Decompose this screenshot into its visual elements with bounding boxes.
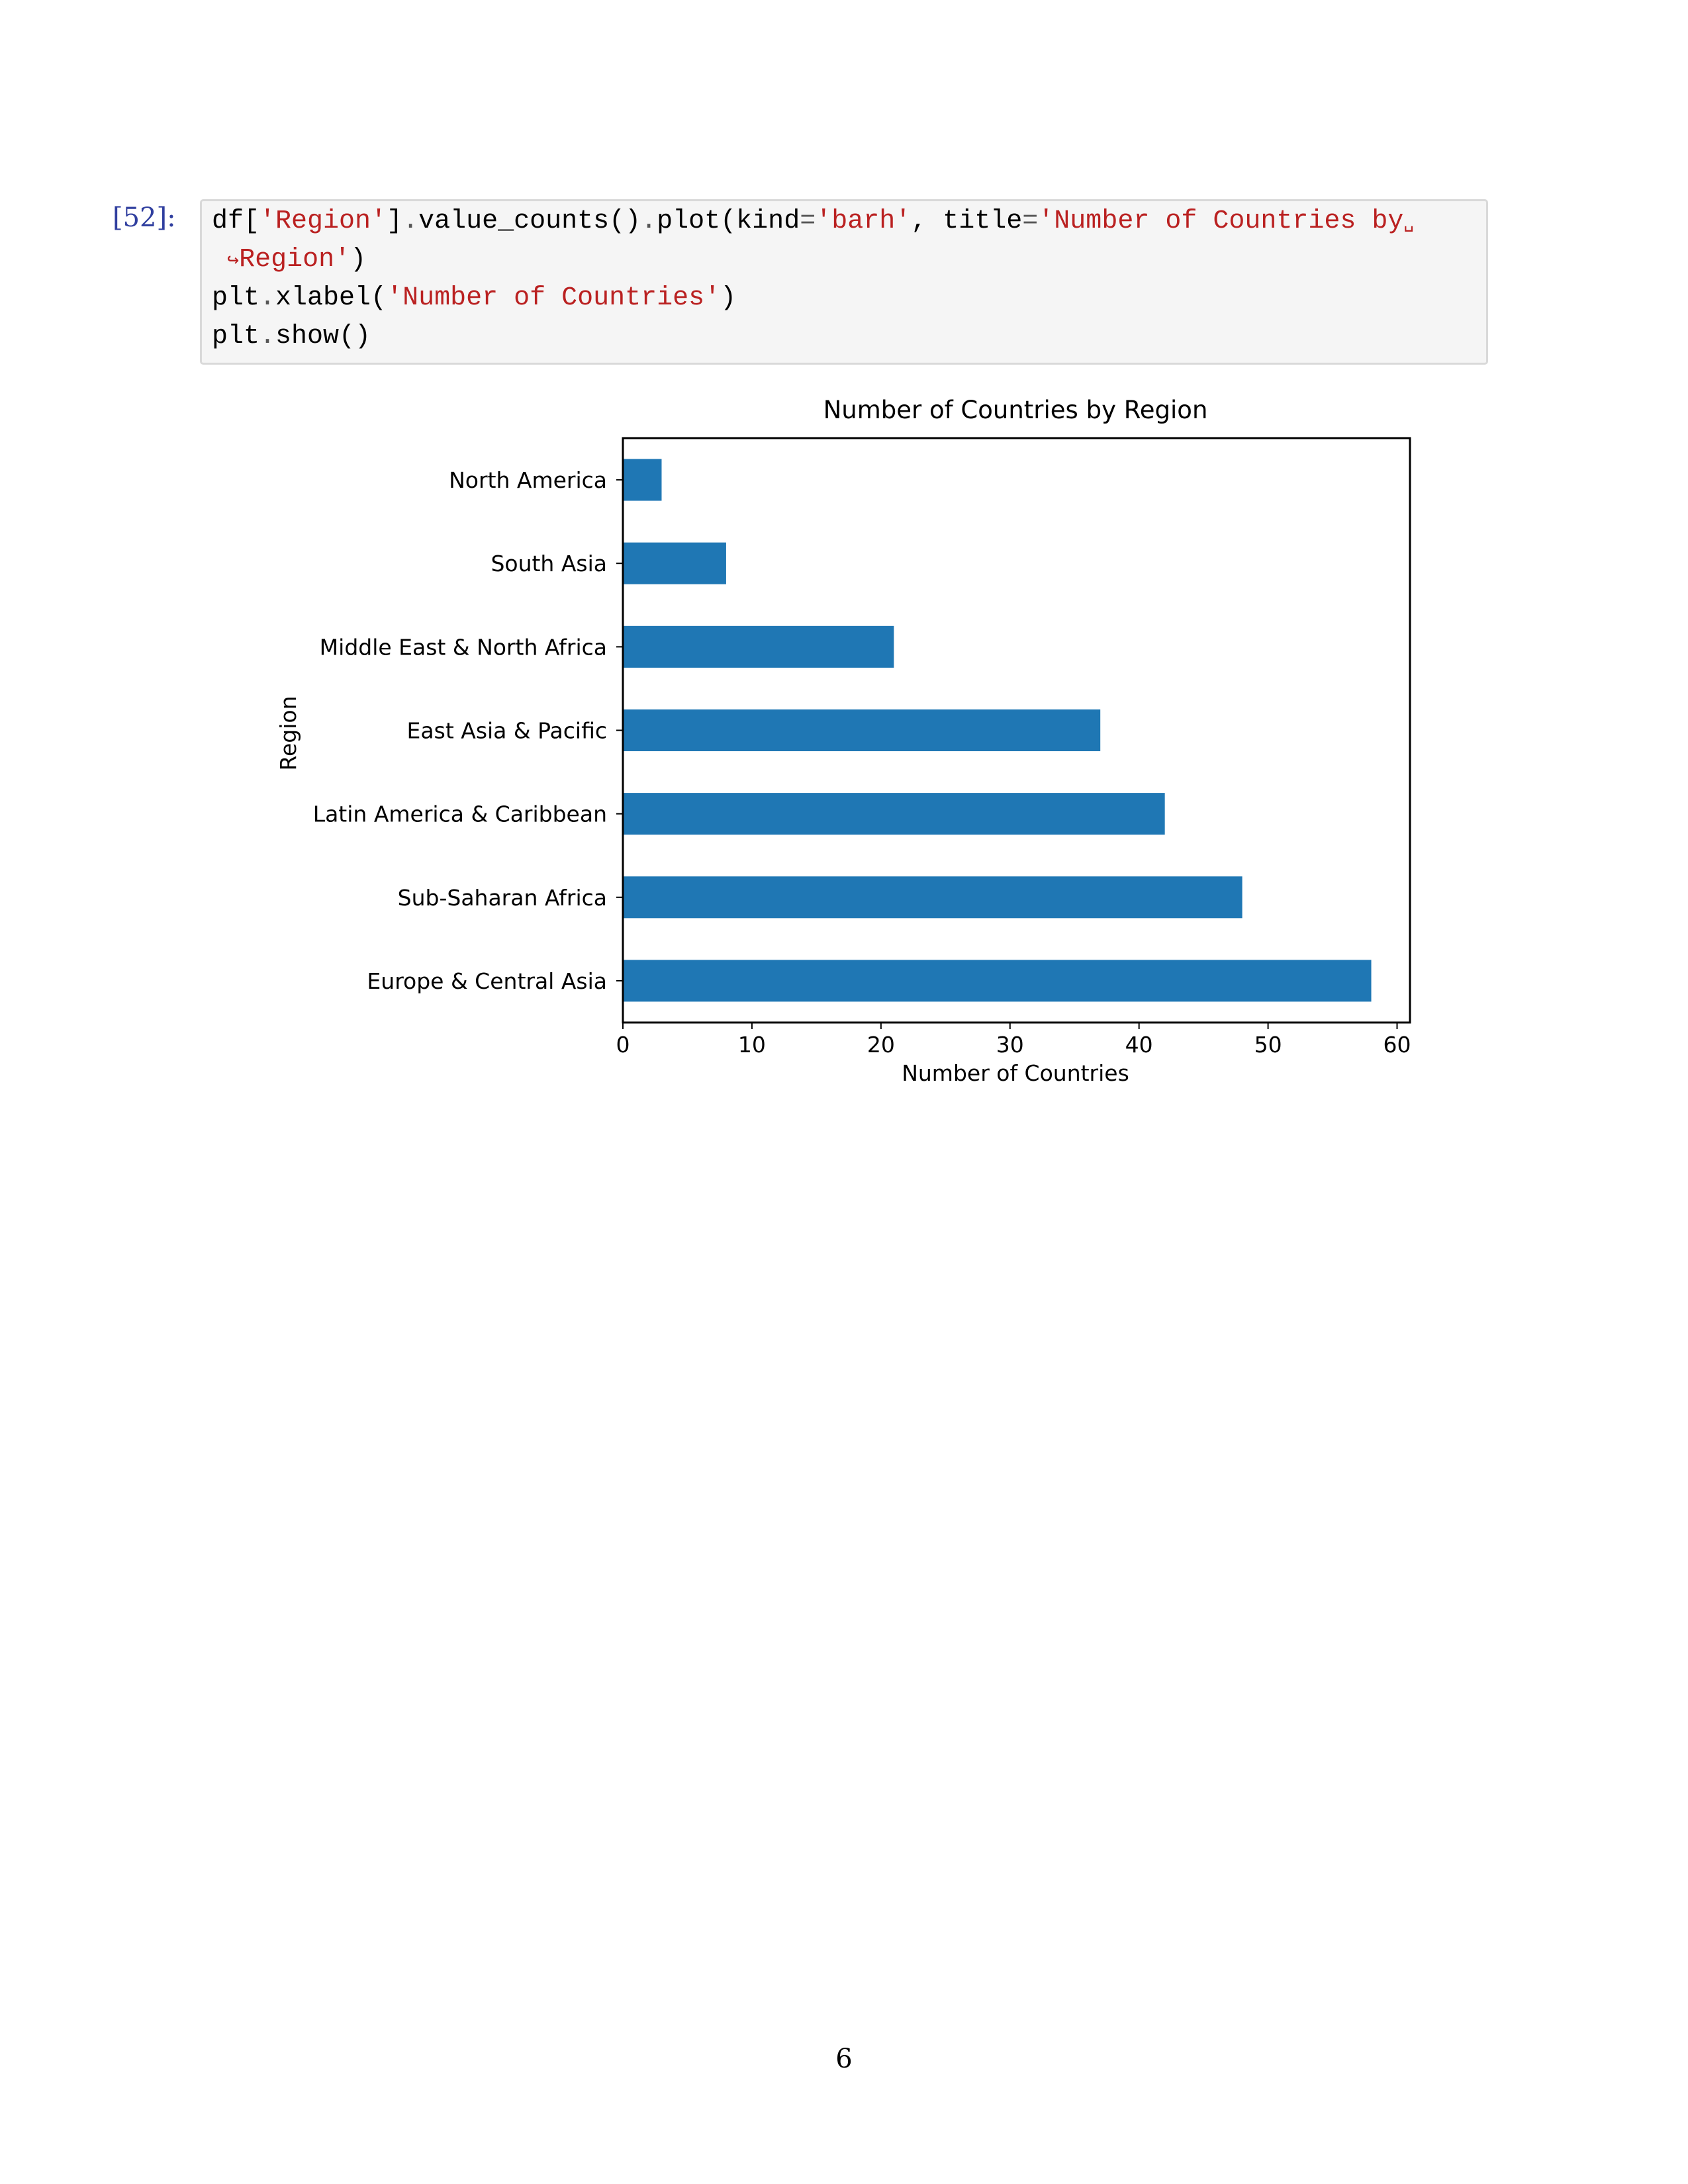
bar: [623, 960, 1372, 1002]
code-line-4: plt.show(): [212, 320, 371, 353]
code-cell[interactable]: df['Region'].value_counts().plot(kind='b…: [200, 199, 1488, 365]
code-string: 'Number of Countries by: [1038, 206, 1404, 236]
y-axis-label: Region: [275, 696, 301, 771]
x-tick-label: 50: [1254, 1032, 1282, 1058]
code-token: ]: [387, 206, 403, 236]
code-token: plt: [212, 322, 260, 351]
code-operator: .: [402, 206, 419, 236]
x-tick-label: 10: [738, 1032, 766, 1058]
code-token: ): [350, 245, 367, 275]
y-tick-label: Europe & Central Asia: [367, 968, 607, 994]
code-line-1: df['Region'].value_counts().plot(kind='b…: [212, 205, 1414, 240]
x-tick-label: 20: [867, 1032, 895, 1058]
bar: [623, 876, 1243, 919]
code-token: plot(kind: [657, 206, 800, 236]
code-operator: .: [259, 322, 276, 351]
y-tick-label: Latin America & Caribbean: [313, 801, 607, 827]
x-tick-label: 60: [1383, 1032, 1411, 1058]
line-continuation-arrow-icon: ↪: [227, 250, 240, 273]
code-token: xlabel(: [275, 283, 387, 313]
code-line-2: ↪Region'): [227, 244, 366, 278]
plot-frame: [622, 437, 1411, 1024]
x-tick-label: 30: [996, 1032, 1024, 1058]
y-tick-label: North America: [449, 467, 607, 493]
code-token: value_counts(): [418, 206, 641, 236]
code-operator: =: [1022, 206, 1039, 236]
x-tick-group: 0 10 20 30 40 50 60: [616, 1023, 1411, 1058]
page-number: 6: [835, 2044, 853, 2074]
chart-title: Number of Countries by Region: [823, 396, 1208, 424]
bar: [623, 709, 1101, 752]
bar-group: [623, 459, 1372, 1002]
bar: [623, 459, 662, 501]
code-operator: .: [259, 283, 276, 313]
bar: [623, 625, 894, 668]
code-line-3: plt.xlabel('Number of Countries'): [212, 282, 736, 315]
y-tick-group: Europe & Central Asia Sub-Saharan Africa L…: [313, 467, 623, 994]
code-token: plt: [212, 283, 260, 313]
cell-prompt: [52]:: [113, 203, 176, 233]
y-tick-label: Middle East & North Africa: [320, 634, 607, 660]
code-string: 'Region': [259, 206, 387, 236]
code-token: df[: [212, 206, 260, 236]
visible-space-icon: ␣: [1403, 213, 1415, 233]
y-tick-label: Sub-Saharan Africa: [398, 885, 607, 911]
code-string: Region': [239, 245, 351, 275]
code-token: , title: [911, 206, 1023, 236]
code-token: show(): [275, 322, 371, 351]
code-string: 'Number of Countries': [387, 283, 721, 313]
code-string: 'barh': [816, 206, 912, 236]
x-tick-label: 40: [1125, 1032, 1153, 1058]
bar: [623, 542, 726, 584]
y-tick-label: South Asia: [491, 551, 607, 576]
x-tick-label: 0: [616, 1032, 630, 1058]
code-token: ): [720, 283, 737, 313]
bar: [623, 793, 1165, 835]
code-operator: .: [641, 206, 657, 236]
x-axis-label: Number of Countries: [902, 1060, 1129, 1086]
code-operator: =: [800, 206, 816, 236]
bar-chart: Number of Countries by Region Number of …: [275, 396, 1411, 1086]
y-tick-label: East Asia & Pacific: [407, 718, 607, 744]
